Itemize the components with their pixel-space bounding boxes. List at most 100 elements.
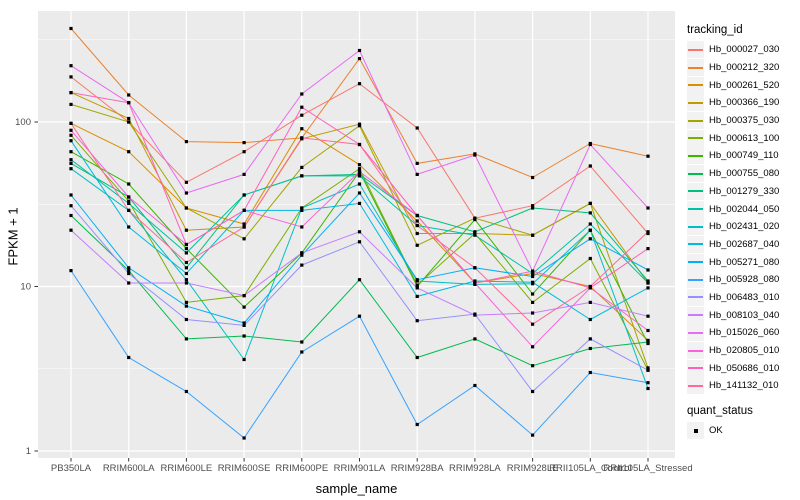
data-point: [127, 225, 131, 229]
legend-item: Hb_000755_080: [687, 165, 799, 183]
data-point: [69, 161, 73, 165]
data-point: [184, 206, 188, 210]
legend-swatch-line: [688, 137, 703, 140]
legend-swatch-line: [688, 172, 703, 175]
data-point: [646, 368, 650, 372]
data-point: [69, 64, 73, 68]
data-point: [184, 260, 188, 265]
legend-item: Hb_020805_010: [687, 342, 799, 360]
data-point: [357, 230, 362, 234]
legend-key: [687, 235, 704, 253]
data-point: [646, 340, 650, 344]
data-point: [646, 366, 650, 370]
data-point: [357, 57, 362, 61]
legend-key: [687, 165, 704, 183]
legend-key: [687, 200, 704, 218]
data-point: [127, 266, 131, 270]
data-point: [473, 313, 477, 317]
data-point: [300, 340, 304, 344]
data-point: [184, 247, 188, 251]
data-point: [531, 269, 535, 273]
data-point: [69, 128, 73, 132]
data-point: [473, 231, 477, 236]
legend-swatch-line: [688, 296, 703, 299]
data-point: [184, 281, 188, 285]
data-point: [242, 172, 246, 176]
data-point: [588, 370, 592, 375]
data-point: [473, 279, 477, 283]
data-point: [242, 193, 246, 197]
legend-title-tracking-id: tracking_id: [687, 24, 743, 36]
legend-title-quant-status: quant_status: [687, 404, 753, 417]
data-point: [300, 174, 304, 178]
data-point: [69, 26, 73, 31]
data-point: [473, 218, 477, 222]
data-point: [646, 314, 650, 318]
data-point: [588, 317, 592, 322]
data-point: [415, 223, 419, 228]
data-point: [184, 242, 188, 247]
data-point: [357, 167, 362, 171]
legend-key: [687, 359, 704, 377]
legend: tracking_id Hb_000027_030 Hb_000212_320 Hb…: [687, 24, 799, 449]
legend-item-label: Hb_001279_330: [709, 185, 780, 197]
data-point: [300, 251, 304, 255]
data-point: [415, 278, 419, 282]
data-point: [300, 263, 304, 267]
data-point: [127, 120, 131, 124]
data-point: [531, 345, 535, 349]
data-point: [531, 271, 535, 276]
data-point: [473, 230, 477, 234]
data-point: [127, 116, 131, 121]
data-point: [531, 274, 535, 279]
legend-item: Hb_002687_040: [687, 235, 799, 254]
legend-swatch-line: [688, 48, 703, 51]
data-point: [242, 357, 246, 362]
data-point: [242, 141, 246, 145]
data-point: [473, 153, 477, 157]
data-point: [531, 364, 535, 368]
data-point: [184, 304, 188, 308]
legend-item: Hb_050686_010: [687, 359, 799, 377]
data-point: [357, 191, 362, 195]
legend-key: [687, 129, 704, 147]
data-point: [646, 328, 650, 333]
data-point: [357, 82, 362, 86]
legend-key: [687, 377, 704, 395]
x-tick-label: RRIM901LA: [334, 463, 386, 474]
data-point: [473, 337, 477, 341]
data-point: [588, 201, 592, 205]
data-point: [415, 219, 419, 223]
legend-key: [687, 59, 704, 77]
legend-swatch-line: [688, 119, 703, 122]
data-point: [184, 266, 188, 270]
data-point: [588, 346, 592, 351]
data-point: [69, 121, 73, 125]
legend-swatch-line: [688, 208, 703, 211]
legend-item-label: Hb_000212_320: [709, 62, 780, 74]
x-tick-label: RRII105LA_Stressed: [603, 463, 692, 474]
legend-item: Hb_000375_030: [687, 112, 799, 130]
data-point: [127, 208, 131, 212]
data-point: [242, 321, 246, 325]
legend-item: Hb_005928_080: [687, 271, 799, 289]
data-point: [473, 266, 477, 270]
data-points: [69, 26, 650, 440]
legend-item-quant: OK: [687, 422, 799, 440]
data-point: [646, 154, 650, 158]
legend-swatch-line: [688, 349, 703, 352]
data-point: [69, 204, 73, 208]
data-point: [357, 142, 362, 147]
y-tick-label: 10: [20, 282, 31, 293]
x-tick-label: RRIM928BA: [391, 463, 444, 474]
data-point: [646, 206, 650, 210]
data-point: [127, 201, 131, 205]
data-point: [415, 286, 419, 290]
data-point: [184, 317, 188, 322]
data-point: [588, 300, 592, 304]
data-point: [415, 126, 419, 130]
legend-item: Hb_000749_110: [687, 147, 799, 165]
data-point: [184, 271, 188, 276]
data-point: [127, 150, 131, 154]
